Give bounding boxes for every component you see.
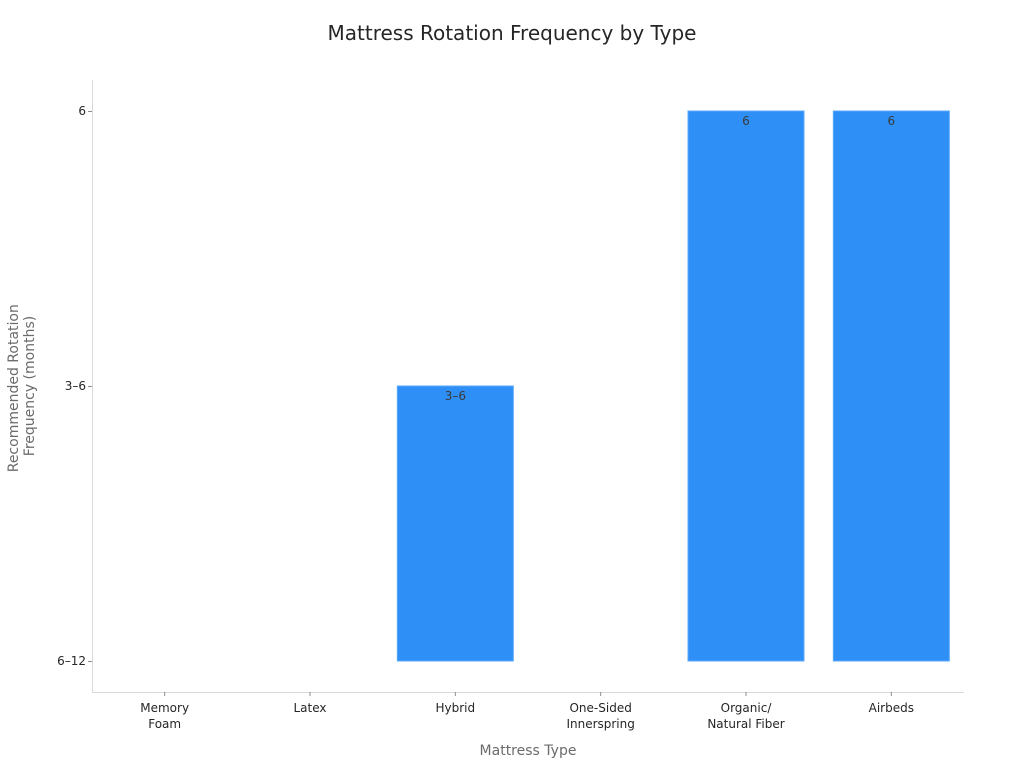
bar-data-label: 6 xyxy=(888,114,896,128)
chart-title: Mattress Rotation Frequency by Type xyxy=(328,21,697,45)
data-labels: 3–6 6 6 xyxy=(445,114,895,403)
y-axis-title: Recommended Rotation Frequency (months) xyxy=(6,300,38,473)
bar-data-label: 6 xyxy=(742,114,750,128)
x-tick-label-line: Airbeds xyxy=(869,701,914,715)
x-tick-label-line: Natural Fiber xyxy=(707,717,784,731)
bar-data-label: 3–6 xyxy=(445,389,466,403)
y-tick-label: 6 xyxy=(78,104,86,118)
x-tick-label: One-Sided Innerspring xyxy=(566,701,634,731)
x-tick-label: Organic/Natural Fiber xyxy=(707,701,784,731)
bars xyxy=(396,110,950,662)
x-tick-label: Latex xyxy=(293,701,326,715)
x-tick-label-line: Latex xyxy=(293,701,326,715)
y-axis-title-line-2: Frequency (months) xyxy=(22,316,38,456)
x-tick-label-line: Innerspring xyxy=(566,717,634,731)
y-tick-label: 6–12 xyxy=(57,654,86,668)
y-ticks: 6–12 3–6 6 xyxy=(57,104,92,668)
x-tick-label-line: Hybrid xyxy=(436,701,476,715)
x-tick-label: Hybrid xyxy=(436,701,476,715)
bar xyxy=(832,110,950,662)
x-tick-label: Airbeds xyxy=(869,701,914,715)
x-tick-label-line: One-Sided xyxy=(569,701,631,715)
x-ticks: Memory Foam Latex Hybrid One-Sided Innersprin… xyxy=(140,692,914,731)
x-tick-label-line: Organic/ xyxy=(721,701,773,715)
x-axis-title: Mattress Type xyxy=(480,743,577,759)
bar xyxy=(687,110,805,662)
y-tick-label: 3–6 xyxy=(65,379,86,393)
y-axis-title-line-1: Recommended Rotation xyxy=(6,304,22,472)
x-tick-label-line: Memory xyxy=(140,701,189,715)
x-tick-label: Memory Foam xyxy=(140,701,189,731)
bar xyxy=(396,385,514,662)
x-tick-label-line: Foam xyxy=(148,717,181,731)
